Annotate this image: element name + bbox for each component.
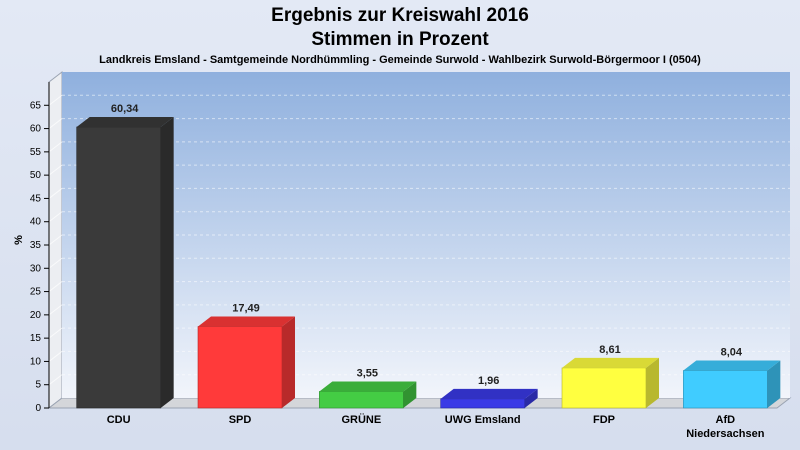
bar	[197, 326, 283, 409]
bar-side	[524, 388, 538, 408]
data-label: 60,34	[111, 103, 139, 115]
chart-title-line-2: Stimmen in Prozent	[311, 29, 489, 50]
y-tick-label: 60	[30, 124, 42, 135]
y-tick-label: 50	[30, 170, 42, 181]
bar-top	[440, 388, 538, 399]
bar	[440, 398, 525, 409]
gridline-wall	[48, 257, 63, 269]
y-tick-label: 0	[35, 403, 41, 414]
bar	[683, 370, 768, 409]
chart-title: Ergebnis zur Kreiswahl 2016	[271, 5, 529, 26]
gridline-wall	[48, 281, 63, 292]
bar-side	[160, 116, 174, 408]
data-label: 17,49	[232, 303, 260, 315]
bar-top	[198, 316, 295, 327]
gridline-wall	[48, 164, 63, 176]
bar-side	[646, 357, 659, 408]
gridline-wall	[48, 118, 63, 129]
x-tick-label: UWG Emsland	[445, 414, 521, 426]
y-tick-label: 15	[30, 333, 42, 344]
gridline-wall	[48, 188, 63, 199]
bar	[561, 367, 647, 409]
bar-top	[683, 360, 781, 371]
chart-subtitle: Landkreis Emsland - Samtgemeinde Nordhüm…	[99, 54, 701, 66]
bar	[76, 126, 161, 409]
y-tick-label: 55	[30, 147, 42, 158]
x-tick-label: Niedersachsen	[686, 428, 765, 440]
y-tick-label: 65	[30, 100, 42, 111]
y-tick-label: 10	[30, 356, 42, 367]
gridline-wall	[48, 374, 63, 386]
y-tick-label: 40	[30, 217, 42, 228]
y-tick-label: 30	[30, 263, 42, 274]
y-tick-label: 25	[30, 287, 42, 298]
bar	[319, 391, 404, 409]
gridline-wall	[48, 351, 63, 362]
gridline-wall	[48, 211, 63, 223]
data-label: 8,61	[599, 344, 620, 356]
data-label: 8,04	[721, 347, 743, 359]
gridline-wall	[48, 327, 63, 339]
y-axis-label: %	[13, 235, 25, 245]
bar-side	[767, 360, 781, 408]
x-tick-label: CDU	[107, 414, 131, 426]
bar-side	[403, 381, 417, 408]
y-tick-label: 45	[30, 193, 42, 204]
x-tick-label: GRÜNE	[341, 413, 381, 426]
y-tick-label: 20	[30, 310, 42, 321]
x-tick-label: AfD	[716, 414, 736, 426]
y-tick-label: 5	[35, 380, 41, 391]
gridline-wall	[48, 234, 63, 246]
bar-top	[319, 381, 417, 392]
data-label: 3,55	[357, 367, 378, 379]
x-tick-label: SPD	[229, 414, 252, 426]
bar-side	[282, 316, 295, 408]
gridline-wall	[48, 141, 63, 153]
data-label: 1,96	[478, 375, 499, 387]
gridline-wall	[48, 94, 63, 106]
gridline-wall	[48, 304, 63, 316]
bar-top	[562, 357, 659, 368]
y-tick-label: 35	[30, 240, 42, 251]
x-tick-label: FDP	[593, 414, 615, 426]
bar-top	[76, 116, 174, 127]
